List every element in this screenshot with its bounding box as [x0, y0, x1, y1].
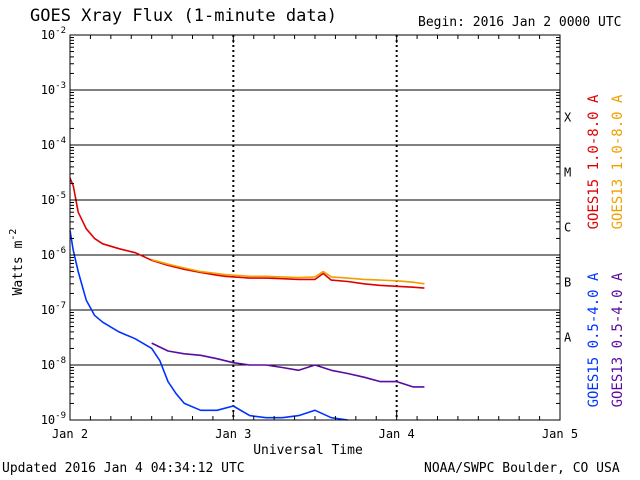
- y-tick-label: 10-5: [41, 191, 66, 207]
- y-tick-label: 10-2: [41, 26, 66, 42]
- series-layer: [69, 177, 425, 421]
- series-line-1: [69, 177, 425, 289]
- ticks-layer: 10-9 10-8 10-7 10-6 10-5 10-4 10-3 10-2 Jan 2 Jan…: [41, 26, 578, 441]
- grid-layer: [70, 35, 560, 420]
- x-tick-label: Jan 4: [379, 427, 415, 441]
- flare-class-x: X: [564, 111, 572, 125]
- series-line-4: [151, 342, 425, 388]
- flare-class-b: B: [564, 276, 571, 290]
- x-tick-label: Jan 2: [52, 427, 88, 441]
- y-tick-label: 10-8: [41, 356, 66, 372]
- y-tick-label: 10-7: [41, 301, 66, 317]
- begin-time-label: Begin: 2016 Jan 2 0000 UTC: [418, 15, 622, 30]
- flare-class-m: M: [564, 166, 571, 180]
- y-tick-label: 10-6: [41, 246, 66, 262]
- credit-label: NOAA/SWPC Boulder, CO USA: [424, 461, 620, 476]
- series-line-3: [69, 230, 348, 421]
- x-tick-label: Jan 3: [215, 427, 251, 441]
- legend-entry-1: GOES15 1.0-8.0 A: [586, 94, 602, 229]
- x-tick-label: Jan 5: [542, 427, 578, 441]
- updated-timestamp: Updated 2016 Jan 4 04:34:12 UTC: [2, 461, 245, 476]
- y-axis-label: Watts m-2: [8, 229, 26, 296]
- chart-title: GOES Xray Flux (1-minute data): [30, 6, 338, 26]
- plot-frame: [69, 34, 561, 421]
- legend-layer: GOES15 1.0-8.0 A GOES13 1.0-8.0 A GOES15 0…: [586, 94, 626, 407]
- legend-entry-2: GOES13 1.0-8.0 A: [610, 94, 626, 229]
- y-tick-label: 10-4: [41, 136, 66, 152]
- series-line-2: [151, 258, 425, 285]
- legend-entry-3: GOES15 0.5-4.0 A: [586, 272, 602, 407]
- legend-entry-4: GOES13 0.5-4.0 A: [610, 272, 626, 407]
- flare-class-a: A: [564, 331, 572, 345]
- flare-class-c: C: [564, 221, 571, 235]
- y-tick-label: 10-3: [41, 81, 66, 97]
- y-tick-label: 10-9: [41, 411, 66, 427]
- x-axis-label: Universal Time: [253, 443, 363, 458]
